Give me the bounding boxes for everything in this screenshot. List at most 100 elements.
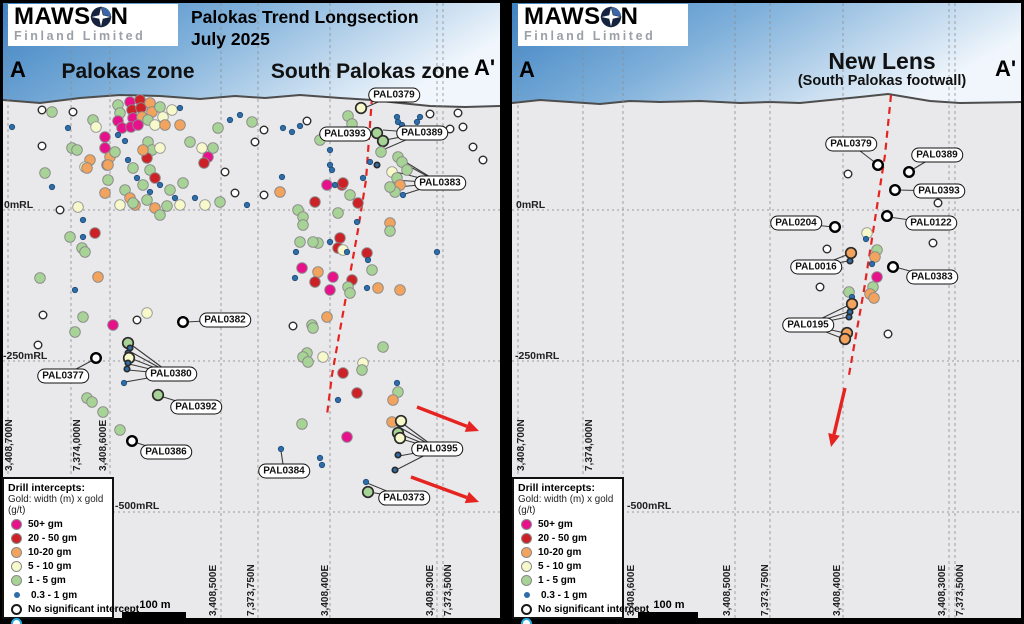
zone-label-new-lens: New Lens	[828, 48, 936, 74]
compass-icon	[600, 6, 622, 28]
legend-swatch-dot	[11, 561, 22, 573]
drill-point-p03	[394, 451, 402, 459]
legend-swatch-dot	[11, 532, 22, 544]
drill-point-p1	[46, 106, 58, 118]
drill-hole-label: PAL0373	[378, 490, 430, 506]
drill-point-p1	[102, 174, 114, 186]
drill-point-p1	[86, 396, 98, 408]
plunge-arrow-shaft	[832, 387, 847, 435]
drill-point-nsi	[250, 137, 260, 147]
legend-swatch-dot	[521, 575, 532, 587]
legend-label: 10-20 gm	[538, 546, 582, 558]
drill-point-p03	[326, 146, 334, 154]
legend-row: No significant intercept	[8, 602, 139, 616]
drill-point-nsib	[176, 316, 189, 329]
drill-point-p5	[393, 431, 407, 445]
drill-point-p03	[123, 365, 131, 373]
drill-point-p5	[154, 142, 166, 154]
drill-point-p03	[359, 174, 367, 182]
drill-point-p10	[159, 119, 171, 131]
drill-point-p1	[127, 197, 139, 209]
drill-point-p1	[154, 101, 166, 113]
drill-point-p03	[288, 128, 296, 136]
drill-point-p50	[99, 131, 111, 143]
drill-point-p1	[302, 356, 314, 368]
drill-point-p1	[97, 406, 109, 418]
drill-point-p20	[309, 196, 321, 208]
drill-point-p1	[161, 200, 173, 212]
drill-point-p20	[309, 276, 321, 288]
legend-row: 5 - 10 gm	[518, 560, 619, 574]
drill-point-p03	[176, 104, 184, 112]
drill-point-p10	[137, 144, 149, 156]
drill-point-p10	[92, 271, 104, 283]
coordinate-label: 7,374,000N	[584, 419, 595, 471]
drill-hole-label: PAL0380	[145, 366, 197, 382]
legend-label: Awaiting results	[28, 617, 106, 624]
drill-point-nsi	[425, 109, 435, 119]
drill-point-p03	[124, 156, 132, 164]
plunge-arrow-shaft	[410, 475, 468, 500]
coordinate-label: 3,408,600E	[98, 419, 109, 471]
drill-point-nsi	[843, 169, 853, 179]
legend-swatch-dot	[521, 546, 532, 558]
drill-point-p03	[393, 113, 401, 121]
legend-row: 50+ gm	[518, 517, 619, 531]
legend-swatch-dot	[521, 518, 532, 530]
drill-point-nsib	[887, 261, 900, 274]
drill-point-p03	[243, 201, 251, 209]
zone-label-south-palokas: South Palokas zone	[270, 60, 470, 83]
coordinate-label: 3,408,500E	[722, 564, 733, 616]
drill-point-p03	[277, 445, 285, 453]
drill-point-p10	[868, 292, 880, 304]
drill-point-p1	[332, 207, 344, 219]
drill-point-p5	[354, 101, 368, 115]
legend-subtitle: Gold: width (m) x gold (g/t)	[518, 494, 614, 516]
drill-point-p20	[351, 387, 363, 399]
plunge-arrow-shaft	[416, 405, 468, 428]
drill-point-p5	[394, 414, 408, 428]
drill-point-p03	[8, 123, 16, 131]
drill-point-p1	[39, 167, 51, 179]
coordinate-label: 7,374,000N	[72, 419, 83, 471]
drill-point-p50	[341, 431, 353, 443]
drill-hole-label: PAL0382	[199, 312, 251, 328]
drill-point-p5	[149, 119, 161, 131]
drill-hole-label: PAL0386	[140, 444, 192, 460]
drill-point-nsi	[38, 310, 48, 320]
legend-row: 1 - 5 gm	[8, 574, 109, 588]
drill-point-p03	[226, 116, 234, 124]
drill-point-p50	[99, 142, 111, 154]
drill-point-p03	[133, 174, 141, 182]
drill-point-p03	[366, 158, 374, 166]
drill-hole-label: PAL0016	[790, 259, 842, 275]
legend-swatch-dot	[521, 532, 532, 544]
zone-label-new-lens-subtitle: (South Palokas footwall)	[797, 73, 967, 89]
drill-point-p1	[127, 162, 139, 174]
drill-point-p1	[246, 116, 258, 128]
drill-point-p1	[177, 177, 189, 189]
legend-subtitle: Gold: width (m) x gold (g/t)	[8, 494, 104, 516]
drill-point-p03	[278, 173, 286, 181]
drill-hole-label: PAL0377	[37, 368, 89, 384]
legend-swatch-smalldot	[524, 592, 530, 599]
drill-point-nsi	[822, 244, 832, 254]
drill-point-p03	[171, 194, 179, 202]
drill-point-p03	[120, 379, 128, 387]
section-marker-a-left: A	[10, 57, 26, 82]
drill-point-p50	[296, 262, 308, 274]
legend-label: 0.3 - 1 gm	[31, 589, 78, 601]
drill-point-p03	[124, 359, 132, 367]
drill-point-p1	[375, 146, 387, 158]
drill-point-nsi	[928, 238, 938, 248]
drill-point-p03	[326, 238, 334, 246]
drill-point-p1	[384, 181, 396, 193]
drill-point-p10	[372, 282, 384, 294]
drill-point-p1	[71, 144, 83, 156]
drill-point-p1	[296, 418, 308, 430]
drill-point-nsi	[259, 190, 269, 200]
drill-point-p1	[137, 179, 149, 191]
drill-point-p5	[199, 199, 211, 211]
zone-label-palokas: Palokas zone	[61, 60, 195, 83]
